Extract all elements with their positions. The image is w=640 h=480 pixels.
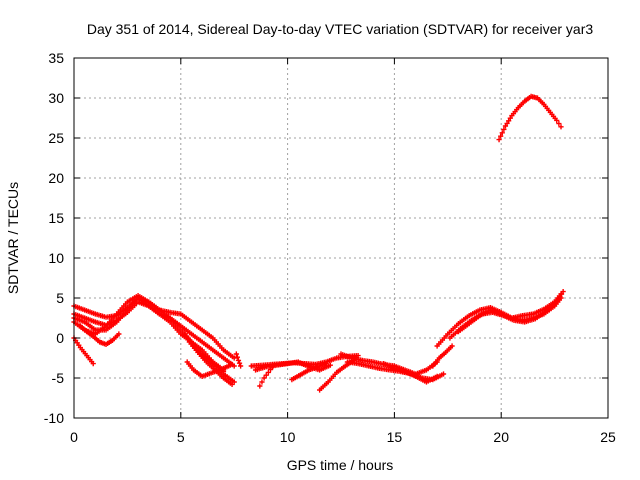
y-tick-label: 10: [48, 250, 64, 266]
data-point: [501, 126, 507, 132]
data-point: [558, 124, 564, 130]
data-series: [71, 295, 227, 373]
data-point: [234, 354, 241, 360]
data-series: [430, 343, 455, 369]
x-tick-label: 5: [177, 429, 185, 445]
data-point: [270, 364, 276, 370]
data-point: [554, 117, 560, 123]
data-series: [496, 93, 564, 143]
data-point: [259, 379, 265, 385]
data-point: [236, 360, 243, 366]
data-series: [257, 364, 276, 389]
data-point: [238, 363, 244, 369]
y-tick-label: 0: [56, 330, 64, 346]
data-series: [381, 361, 440, 385]
data-series: [455, 291, 564, 335]
x-axis-label: GPS time / hours: [287, 457, 394, 473]
y-tick-label: 30: [48, 90, 64, 106]
data-point: [265, 369, 271, 375]
x-tick-label: 10: [280, 429, 296, 445]
data-point: [323, 361, 329, 367]
data-point: [257, 383, 263, 389]
data-point: [235, 357, 242, 363]
data-point: [231, 355, 237, 361]
data-point: [556, 121, 562, 127]
data-point: [263, 372, 269, 378]
data-series: [186, 339, 235, 387]
data-point: [498, 133, 504, 139]
data-point: [116, 331, 122, 337]
x-tick-label: 20: [493, 429, 509, 445]
data-point: [229, 381, 235, 387]
data-point: [229, 361, 235, 367]
chart-title: Day 351 of 2014, Sidereal Day-to-day VTE…: [87, 21, 593, 37]
grid-lines: [74, 58, 608, 418]
x-tick-label: 25: [600, 429, 616, 445]
data-series: [71, 335, 96, 367]
data-series: [252, 359, 333, 373]
y-tick-label: -10: [44, 410, 64, 426]
y-axis-label: SDTVAR / TECUs: [5, 182, 21, 294]
plot-frame: [73, 57, 609, 419]
data-point: [233, 351, 239, 357]
y-tick-label: 15: [48, 210, 64, 226]
data-point: [449, 343, 455, 349]
data-series: [233, 351, 244, 369]
data-points: [71, 93, 566, 393]
data-point: [327, 362, 333, 368]
data-point: [90, 361, 96, 367]
x-tick-label: 0: [70, 429, 78, 445]
data-point: [434, 373, 440, 379]
data-point: [496, 137, 502, 143]
x-tick-label: 15: [387, 429, 403, 445]
data-point: [355, 353, 361, 359]
y-tick-label: 35: [48, 50, 64, 66]
y-tick-label: -5: [52, 370, 65, 386]
data-point: [440, 371, 447, 377]
data-point: [261, 375, 267, 381]
data-series: [289, 361, 329, 383]
axis-ticks: 0 5 10 15 20 25 -10 -5 0 5 10 15 20 25 30 35: [44, 50, 616, 445]
y-tick-label: 5: [56, 290, 64, 306]
data-series: [184, 359, 235, 379]
data-point: [267, 367, 274, 373]
y-tick-label: 20: [48, 170, 64, 186]
y-tick-label: 25: [48, 130, 64, 146]
data-series: [71, 295, 237, 361]
data-point: [558, 291, 564, 297]
data-point: [499, 130, 505, 136]
data-series: [77, 323, 122, 347]
